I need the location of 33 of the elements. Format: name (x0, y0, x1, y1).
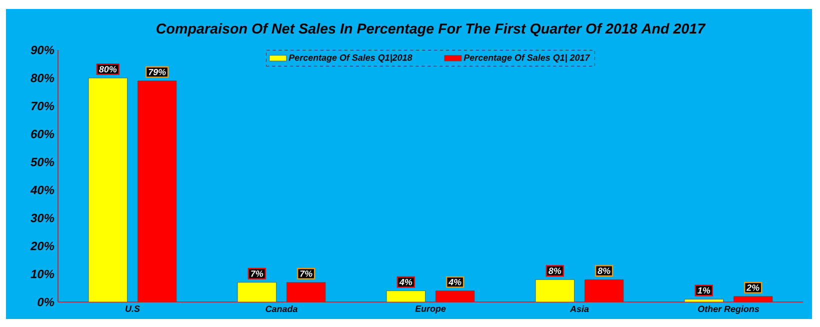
y-tick-label: 0% (38, 298, 54, 306)
legend-label: Percentage Of Sales Q1|2018 (288, 54, 412, 63)
x-tick-label: Europe (415, 306, 446, 314)
x-tick-label: Canada (266, 306, 298, 312)
y-tick-label: 50% (30, 158, 54, 166)
bar (386, 290, 426, 302)
y-tick-label: 40% (30, 186, 54, 194)
chart-title: Comparaison Of Net Sales In Percentage For The First Quarter Of 2018 And 2017 (156, 23, 706, 37)
y-tick-label: 90% (30, 46, 54, 54)
data-label: 2% (746, 284, 760, 291)
bar (237, 282, 276, 302)
bar (684, 299, 724, 302)
y-tick-label: 30% (30, 214, 54, 222)
data-label: 79% (148, 68, 166, 76)
x-tick-label: Other Regions (698, 306, 760, 314)
y-tick-label: 60% (31, 130, 54, 138)
data-label: 4% (399, 278, 412, 286)
data-label: 7% (300, 270, 312, 277)
data-label: 7% (251, 270, 264, 277)
y-tick-label: 20% (30, 242, 54, 250)
y-tick-label: 80% (30, 74, 54, 82)
bar (535, 279, 574, 302)
y-tick-label: 70% (31, 102, 54, 110)
data-label: 8% (548, 268, 562, 274)
data-label: 1% (698, 287, 710, 294)
data-label: 8% (598, 268, 610, 274)
y-tick-label: 10% (30, 270, 54, 278)
data-label: 80% (99, 66, 117, 72)
bar (88, 78, 128, 302)
x-tick-label: U.S (126, 306, 140, 312)
x-tick-label: Asia (570, 306, 589, 312)
legend-label: Percentage Of Sales Q1| 2017 (464, 54, 590, 63)
data-label: 4% (448, 278, 462, 286)
